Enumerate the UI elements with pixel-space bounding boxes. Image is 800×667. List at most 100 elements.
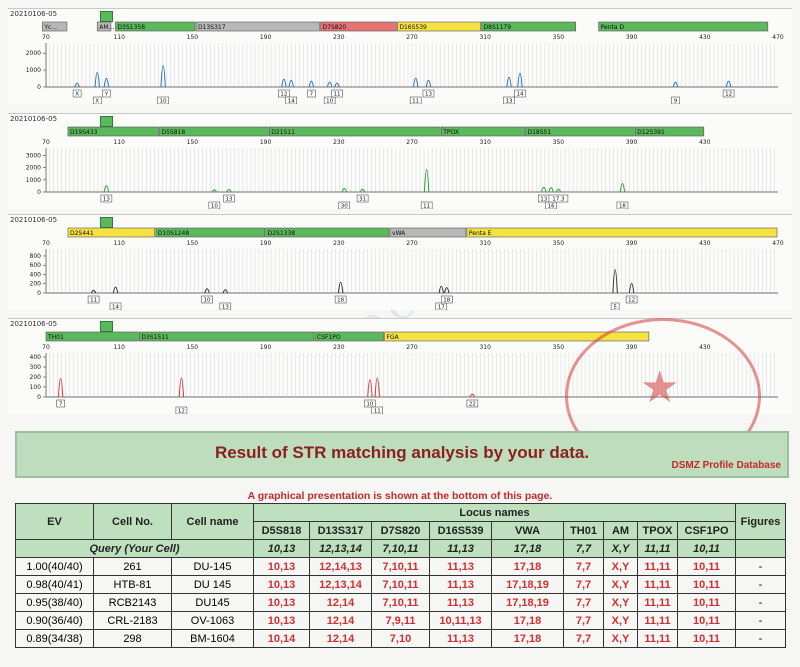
allele-call-box — [514, 89, 526, 98]
locus-header: AM — [603, 521, 638, 540]
peak — [367, 379, 373, 398]
peak — [374, 377, 380, 398]
panel-toggle[interactable] — [100, 217, 113, 228]
bp-tick-label: 390 — [626, 139, 638, 146]
figures-cell[interactable]: - — [735, 611, 787, 630]
locus-marker — [314, 331, 384, 342]
locus-marker-label: Penta D — [601, 24, 625, 31]
locus-header: D13S317 — [309, 521, 372, 540]
table-row[interactable]: 0.98(40/41) HTB-81 DU 145 10,13 12,13,14 7,10… — [15, 575, 787, 594]
allele-call-label: 11 — [412, 99, 419, 104]
ev-cell: 0.90(36/40) — [15, 611, 94, 630]
allele-call-box — [371, 406, 383, 414]
allele-call-label: 9 — [674, 99, 678, 104]
query-cell: 11,13 — [429, 539, 492, 558]
locus-marker-label: D10S1248 — [158, 230, 190, 237]
bp-tick-label: 230 — [333, 240, 345, 247]
bp-tick-label: 70 — [42, 344, 50, 351]
allele-call-label: 18 — [443, 298, 450, 304]
allele-call-label: 12 — [628, 298, 635, 304]
cell-name-cell: DU145 — [171, 593, 254, 612]
allele-cell: 7,10,11 — [371, 593, 430, 612]
peak — [178, 377, 185, 398]
locus-marker-label: D8S1179 — [484, 24, 512, 31]
bp-tick-label: 70 — [42, 34, 50, 41]
bp-tick-label: 190 — [260, 344, 272, 351]
electropherogram-plot: D19S433 D5S818 D21S11 TPOX D18S51 D12S391 70 11… — [26, 126, 778, 209]
figures-cell[interactable]: - — [735, 575, 787, 594]
bp-tick-label: 230 — [333, 139, 345, 146]
allele-call-label: 12 — [280, 92, 287, 98]
allele-call-label: 13 — [505, 99, 512, 104]
bp-tick-label: 230 — [333, 34, 345, 41]
query-cell: 7,10,11 — [371, 539, 430, 558]
allele-call-box — [610, 302, 620, 310]
peak — [94, 71, 100, 88]
bp-tick-label: 270 — [406, 139, 418, 146]
panel-toggle[interactable] — [100, 321, 113, 332]
bp-tick-label: 150 — [187, 344, 199, 351]
locus-header: TH01 — [563, 521, 604, 540]
allele-call-label: 11 — [374, 409, 381, 414]
allele-call-box — [201, 295, 213, 304]
peak — [444, 287, 450, 294]
peak — [226, 189, 232, 193]
table-row[interactable]: 0.89(34/38) 298 BM-1604 10,14 12,14 7,10 11,13… — [15, 629, 787, 648]
bp-tick-label: 470 — [772, 34, 784, 41]
allele-call-label: 17.3 — [552, 197, 565, 203]
allele-call-box — [334, 295, 347, 304]
allele-call-label: 31 — [359, 197, 366, 203]
allele-call-label: 14 — [288, 99, 295, 104]
panel-toggle[interactable] — [100, 116, 113, 127]
ev-cell: 0.98(40/41) — [15, 575, 94, 594]
peak — [57, 378, 64, 398]
electropherogram-panel: 20210106-05 Yc... AM... D3S1358 D13S317 D7S82… — [8, 8, 792, 104]
electropherogram-panel: 20210106-05 D19S433 D5S818 D21S11 TPOX D18S51… — [8, 113, 792, 209]
allele-cell: 11,13 — [429, 575, 492, 594]
locus-marker-label: D21S11 — [271, 129, 295, 136]
locus-marker — [320, 21, 397, 32]
allele-call-label: 11 — [423, 204, 430, 209]
bp-tick-label: 430 — [699, 344, 711, 351]
y-tick-label: 400 — [30, 354, 42, 361]
panel-toggle[interactable] — [100, 11, 113, 22]
table-row[interactable]: 1.00(40/40) 261 DU-145 10,13 12,14,13 7,10,11… — [15, 557, 787, 576]
figures-cell[interactable]: - — [735, 593, 787, 612]
peak — [469, 393, 476, 398]
allele-cell: 11,11 — [637, 557, 678, 576]
allele-call-box — [307, 89, 316, 98]
locus-marker — [195, 21, 320, 32]
allele-cell: 10,14 — [253, 629, 310, 648]
query-cell: 11,11 — [637, 539, 678, 558]
peak — [359, 188, 366, 193]
allele-cell: 12,14,13 — [309, 557, 372, 576]
locus-marker-label: D12S391 — [637, 129, 665, 136]
y-tick-label: 600 — [30, 262, 42, 269]
allele-cell: 17,18,19 — [491, 575, 564, 594]
peak — [341, 187, 347, 193]
bp-tick-label: 110 — [113, 344, 125, 351]
y-tick-label: 200 — [30, 281, 42, 288]
allele-call-label: 14 — [112, 305, 119, 310]
bp-tick-label: 390 — [626, 34, 638, 41]
bp-tick-label: 190 — [260, 240, 272, 247]
figures-header: Figures — [735, 503, 787, 540]
table-row[interactable]: 0.95(38/40) RCB2143 DU145 10,13 12,14 7,10,11… — [15, 593, 787, 612]
locus-header: TPOX — [637, 521, 678, 540]
allele-cell: 10,11 — [676, 611, 737, 630]
table-row[interactable]: 0.90(36/40) CRL-2183 OV-1063 10,13 12,14 7,9,… — [15, 611, 787, 630]
figures-cell[interactable]: - — [735, 629, 787, 648]
allele-call-label: 13 — [103, 197, 110, 203]
panel-date: 20210106-05 — [10, 10, 58, 18]
allele-call-box — [466, 399, 479, 408]
bp-tick-label: 430 — [699, 139, 711, 146]
panel-date: 20210106-05 — [10, 115, 58, 123]
allele-cell: 12,13,14 — [309, 575, 372, 594]
allele-call-box — [208, 201, 221, 209]
allele-call-box — [157, 96, 169, 104]
locus-marker-label: TPOX — [442, 129, 459, 136]
locus-marker — [67, 227, 156, 238]
locus-marker — [159, 126, 269, 137]
allele-call-box — [219, 302, 232, 310]
figures-cell[interactable]: - — [735, 557, 787, 576]
